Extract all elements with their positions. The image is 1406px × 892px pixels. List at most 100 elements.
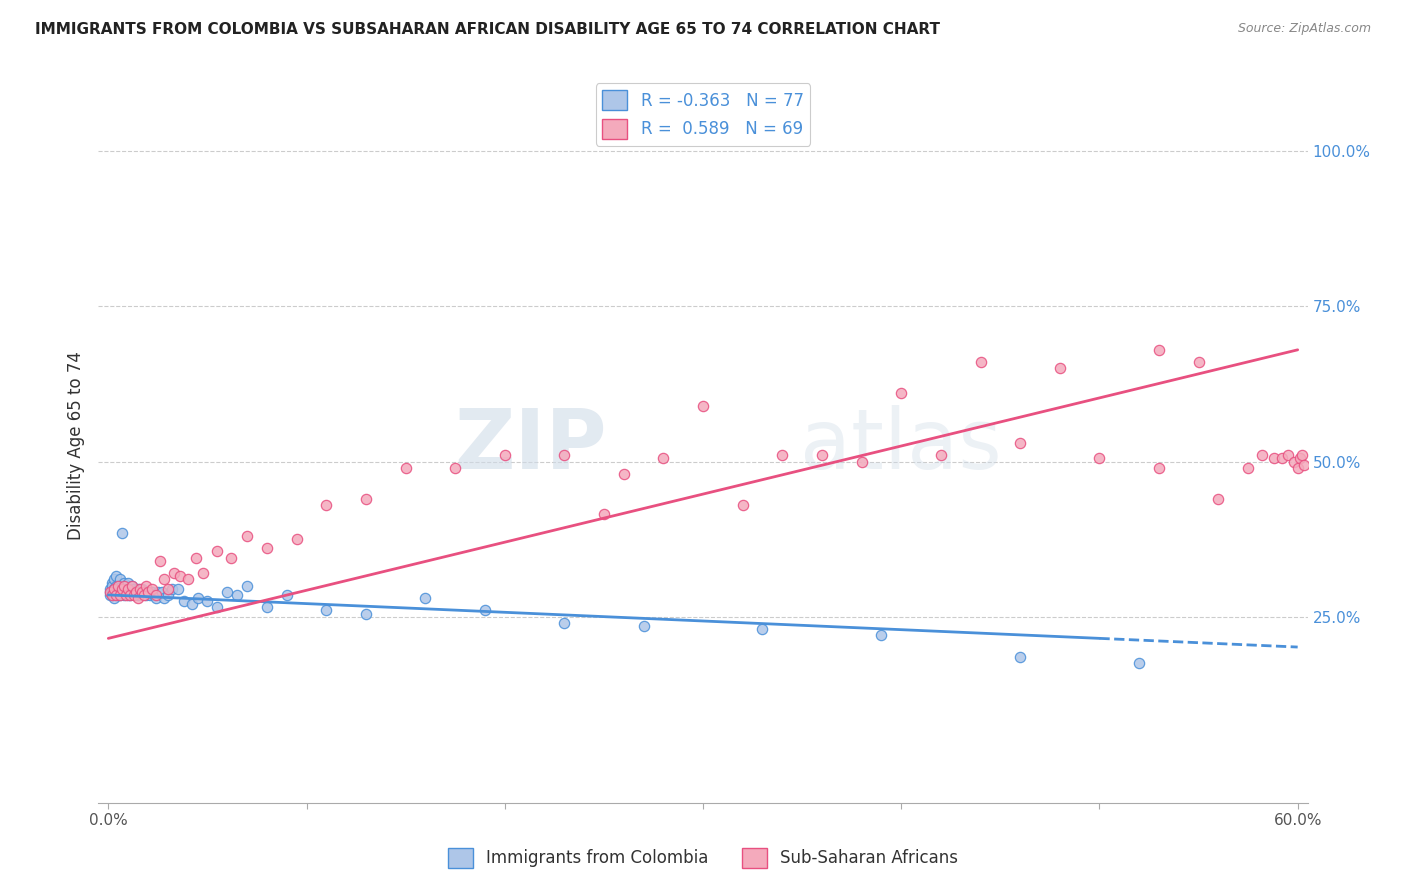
Point [1286, 460, 1309, 475]
Point [103, 582, 125, 596]
Point [1292, 458, 1315, 472]
Point [101, 579, 124, 593]
Point [101, 588, 124, 602]
Point [153, 573, 176, 587]
Point [186, 591, 208, 605]
Point [1010, 650, 1032, 665]
Point [131, 582, 153, 596]
Point [110, 582, 132, 596]
Point [1271, 451, 1294, 466]
Point [969, 355, 991, 369]
Point [150, 584, 173, 599]
Point [236, 529, 259, 543]
Point [145, 588, 167, 602]
Text: Source: ZipAtlas.com: Source: ZipAtlas.com [1237, 22, 1371, 36]
Point [1187, 355, 1209, 369]
Point [120, 588, 142, 602]
Point [110, 588, 132, 602]
Text: IMMIGRANTS FROM COLOMBIA VS SUBSAHARAN AFRICAN DISABILITY AGE 65 TO 74 CORRELATI: IMMIGRANTS FROM COLOMBIA VS SUBSAHARAN A… [35, 22, 941, 37]
Point [176, 573, 198, 587]
Point [1088, 451, 1111, 466]
Point [1288, 451, 1310, 466]
Point [112, 588, 135, 602]
Point [197, 594, 219, 608]
Point [553, 615, 575, 630]
Point [135, 579, 157, 593]
Point [929, 448, 952, 462]
Point [136, 584, 159, 599]
Point [633, 619, 655, 633]
Point [770, 448, 793, 462]
Point [494, 448, 516, 462]
Point [127, 588, 149, 602]
Point [127, 582, 149, 596]
Point [111, 579, 134, 593]
Point [117, 588, 139, 602]
Point [207, 544, 229, 558]
Point [110, 573, 132, 587]
Point [156, 582, 179, 596]
Point [652, 451, 675, 466]
Point [890, 386, 912, 401]
Point [1147, 343, 1170, 357]
Point [132, 584, 155, 599]
Point [127, 591, 149, 605]
Point [117, 582, 139, 596]
Point [129, 582, 152, 596]
Point [121, 584, 143, 599]
Point [870, 628, 893, 642]
Point [751, 622, 773, 636]
Point [103, 588, 125, 602]
Point [354, 491, 377, 506]
Point [103, 573, 125, 587]
Legend: Immigrants from Colombia, Sub-Saharan Africans: Immigrants from Colombia, Sub-Saharan Af… [441, 841, 965, 875]
Point [112, 575, 135, 590]
Point [105, 579, 128, 593]
Point [1208, 491, 1230, 506]
Point [103, 591, 125, 605]
Point [217, 584, 239, 599]
Point [1282, 454, 1305, 468]
Point [132, 588, 155, 602]
Point [107, 582, 129, 596]
Point [136, 584, 159, 599]
Point [193, 566, 215, 581]
Point [553, 448, 575, 462]
Point [141, 582, 163, 596]
Point [129, 584, 152, 599]
Point [226, 588, 249, 602]
Point [125, 584, 148, 599]
Point [111, 525, 134, 540]
Point [141, 584, 163, 599]
Point [276, 588, 298, 602]
Point [107, 579, 129, 593]
Point [1010, 436, 1032, 450]
Legend: R = -0.363   N = 77, R =  0.589   N = 69: R = -0.363 N = 77, R = 0.589 N = 69 [596, 83, 810, 145]
Point [98, 584, 121, 599]
Point [107, 588, 129, 602]
Point [1049, 361, 1071, 376]
Point [444, 460, 467, 475]
Point [105, 588, 128, 602]
Point [256, 600, 278, 615]
Point [731, 498, 754, 512]
Point [811, 448, 834, 462]
Point [111, 584, 134, 599]
Point [111, 582, 134, 596]
Point [613, 467, 636, 481]
Point [131, 584, 153, 599]
Point [105, 584, 128, 599]
Point [101, 575, 124, 590]
Point [101, 582, 124, 596]
Point [120, 588, 142, 602]
Point [142, 588, 165, 602]
Point [112, 579, 135, 593]
Point [315, 603, 337, 617]
Point [236, 579, 259, 593]
Point [1251, 448, 1274, 462]
Text: ZIP: ZIP [454, 406, 606, 486]
Point [692, 399, 714, 413]
Point [117, 575, 139, 590]
Point [101, 588, 124, 602]
Point [285, 532, 308, 546]
